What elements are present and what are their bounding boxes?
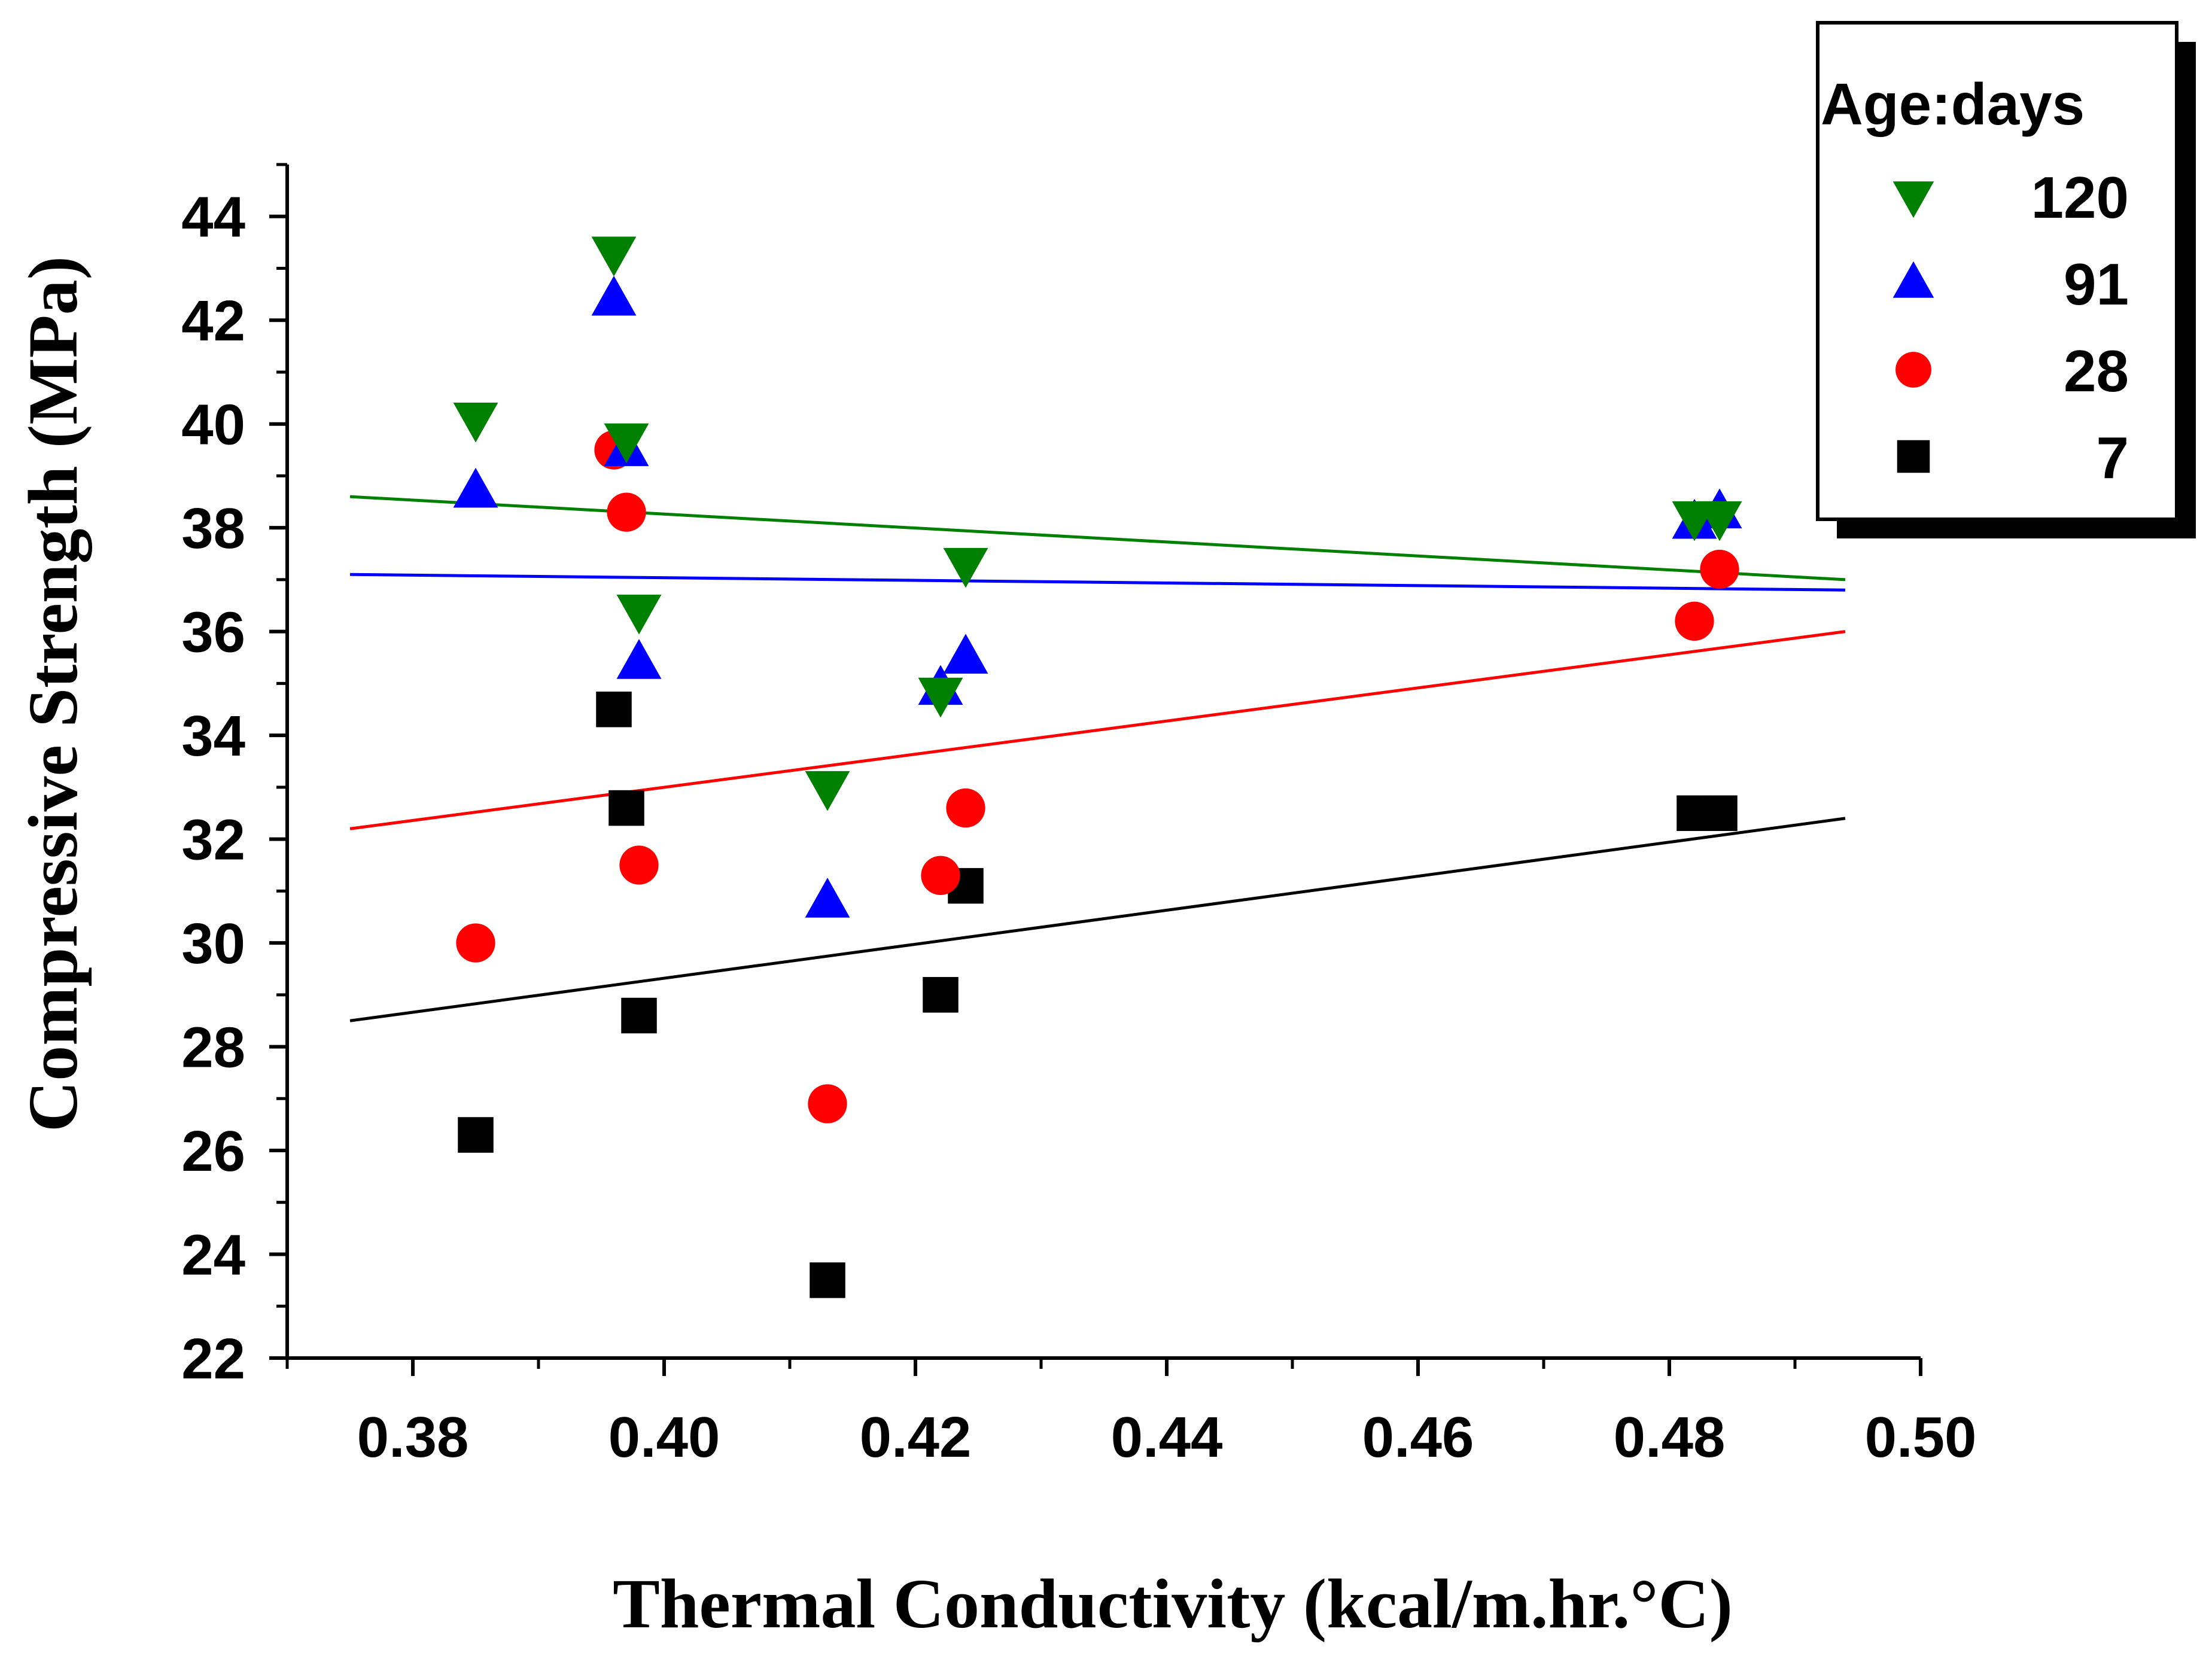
legend-marker-91: [1892, 261, 1934, 298]
point-7: [923, 977, 959, 1013]
trend-line-120: [349, 495, 1846, 582]
data-markers: [453, 236, 1742, 1298]
legend-marker-28: [1895, 352, 1931, 388]
point-7: [1702, 795, 1738, 831]
y-tick-label: 36: [181, 601, 245, 665]
axes: 0.38 0.40 0.42 0.44 0.46 0.48 0.50 22 24 26 28 30 32…: [181, 163, 1977, 1469]
trend-line-28: [349, 630, 1846, 830]
y-tick-label: 26: [181, 1119, 245, 1183]
legend-box: [1816, 21, 2178, 521]
point-7: [596, 692, 632, 727]
point-120: [918, 677, 963, 718]
point-28: [607, 492, 646, 532]
y-tick-label: 40: [181, 393, 245, 457]
point-120: [616, 594, 662, 635]
point-91: [616, 639, 662, 679]
point-91: [805, 878, 850, 918]
point-120: [604, 423, 649, 464]
point-7: [621, 997, 657, 1034]
y-tick-label: 28: [181, 1016, 245, 1080]
legend-marker-120: [1892, 181, 1934, 218]
trend-line-91: [349, 573, 1846, 592]
x-tick-label: 0.38: [357, 1405, 469, 1469]
y-tick-label: 22: [181, 1327, 245, 1391]
point-91: [591, 275, 637, 316]
x-tick-label: 0.40: [608, 1405, 720, 1469]
point-91: [943, 634, 988, 674]
point-120: [453, 403, 498, 443]
point-120: [591, 236, 637, 277]
legend-title: Age:days: [1821, 71, 2085, 137]
x-tick-label: 0.48: [1614, 1405, 1726, 1469]
y-tick-label: 34: [181, 704, 245, 768]
x-tick-label: 0.42: [860, 1405, 972, 1469]
y-axis-title: Compressive Strength (MPa): [14, 256, 92, 1132]
x-tick-label: 0.44: [1111, 1405, 1223, 1469]
point-7: [810, 1262, 845, 1298]
point-28: [808, 1084, 847, 1124]
point-28: [619, 845, 659, 885]
y-tick-label: 30: [181, 912, 245, 976]
trend-lines: [349, 495, 1846, 1022]
y-tick-label: 42: [181, 289, 245, 353]
x-axis-title: Thermal Conductivity (kcal/m.hr.°C): [613, 1564, 1733, 1643]
point-91: [453, 467, 498, 508]
point-120: [943, 547, 988, 588]
legend: Age:days 120 91 28 7: [1816, 21, 2196, 538]
point-120: [805, 771, 850, 811]
point-120: [1697, 501, 1742, 541]
y-tick-label: 38: [181, 497, 245, 561]
y-tick-label: 24: [181, 1223, 245, 1287]
legend-label-120: 120: [2031, 165, 2129, 230]
point-28: [1675, 601, 1714, 641]
point-28: [946, 788, 985, 828]
legend-label-28: 28: [2064, 338, 2129, 404]
legend-label-7: 7: [2096, 425, 2129, 491]
point-28: [921, 856, 960, 895]
point-7: [458, 1117, 494, 1153]
legend-marker-7: [1897, 440, 1930, 473]
y-tick-label: 32: [181, 808, 245, 872]
x-tick-label: 0.46: [1362, 1405, 1474, 1469]
point-28: [456, 923, 495, 963]
point-28: [1700, 549, 1739, 589]
x-tick-label: 0.50: [1865, 1405, 1977, 1469]
trend-line-7: [349, 817, 1846, 1022]
y-tick-label: 44: [181, 185, 245, 249]
legend-label-91: 91: [2064, 251, 2129, 317]
point-7: [608, 790, 644, 826]
